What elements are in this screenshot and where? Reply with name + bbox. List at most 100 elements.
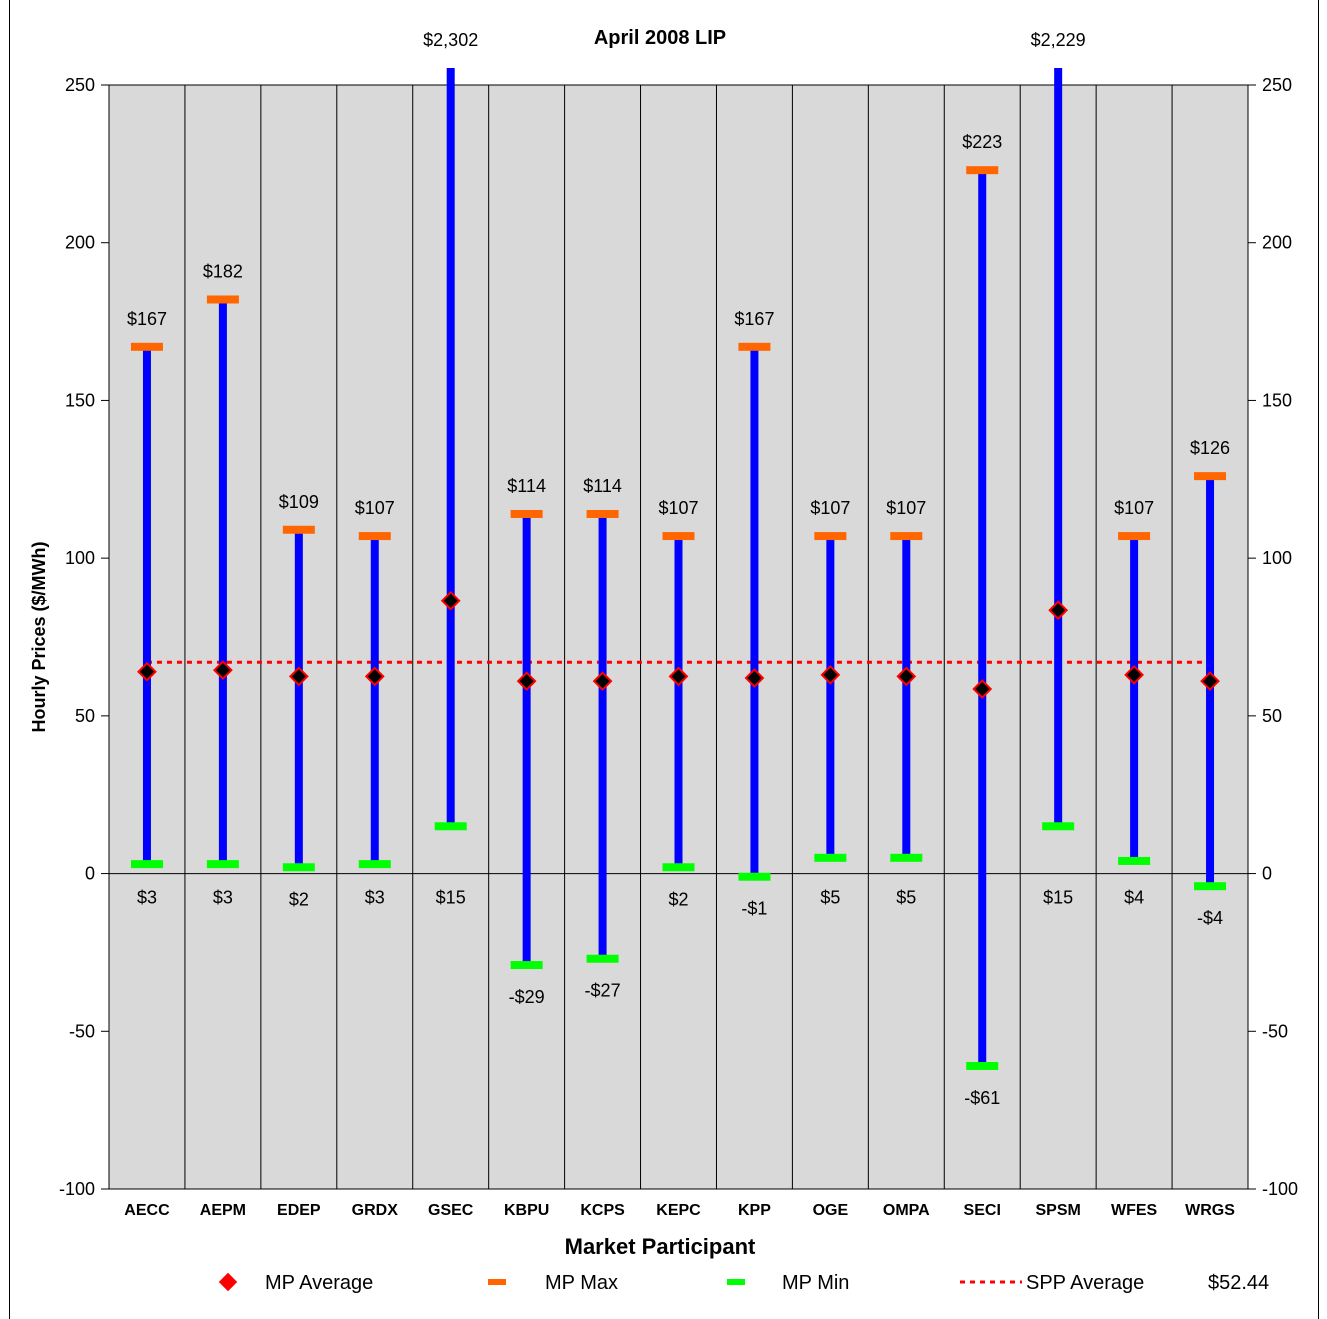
- min-marker: [130, 860, 163, 869]
- min-marker: [586, 954, 619, 963]
- max-marker: [358, 532, 391, 541]
- max-data-label: $2,302: [423, 30, 478, 50]
- max-data-label: $109: [279, 492, 319, 512]
- min-data-label: $5: [896, 888, 916, 908]
- category-label: EDEP: [277, 1202, 321, 1219]
- average-marker: [1200, 671, 1220, 692]
- legend-min-label: MP Min: [782, 1272, 849, 1294]
- category-label: WFES: [1111, 1202, 1158, 1219]
- axes: -100 -100 -50 -50 0 0 50 50 100 100 150 150 200 200 25…: [59, 75, 1298, 1219]
- max-marker: [890, 532, 923, 541]
- chart-frame: [9, 0, 1319, 1319]
- right-tick-label: 200: [1262, 233, 1292, 253]
- max-marker: [206, 295, 239, 304]
- min-marker: [206, 860, 239, 869]
- average-marker: [213, 660, 233, 681]
- average-marker: [972, 679, 993, 699]
- legend-min-marker: [727, 1279, 745, 1285]
- left-tick-label: -50: [69, 1021, 95, 1041]
- legend-spp-average-label: SPP Average: [1026, 1272, 1144, 1294]
- min-marker: [738, 872, 771, 881]
- min-data-label: $15: [1043, 888, 1073, 908]
- max-marker: [662, 532, 695, 541]
- left-tick-label: 250: [65, 75, 95, 95]
- max-data-label: $167: [734, 309, 774, 329]
- left-tick-label: 50: [75, 706, 95, 726]
- legend-max-label: MP Max: [545, 1272, 618, 1294]
- right-tick-label: 50: [1262, 706, 1282, 726]
- left-tick-label: -100: [59, 1179, 95, 1199]
- category-label: SPSM: [1035, 1202, 1080, 1219]
- right-tick-label: 100: [1262, 548, 1292, 568]
- min-data-label: $2: [668, 889, 688, 909]
- min-marker: [1194, 882, 1227, 891]
- min-marker: [434, 822, 467, 831]
- min-data-label: -$61: [964, 1088, 1000, 1108]
- max-data-label: $223: [962, 132, 1002, 152]
- min-marker: [662, 863, 695, 872]
- left-tick-label: 100: [65, 548, 95, 568]
- max-marker: [1118, 532, 1151, 541]
- min-data-label: $15: [436, 888, 466, 908]
- left-tick-label: 0: [85, 864, 95, 884]
- max-data-label: $2,229: [1031, 30, 1086, 50]
- average-marker: [137, 661, 157, 682]
- y-axis-title: Hourly Prices ($/MWh): [29, 541, 49, 732]
- legend: MP Average MP Max MP Min SPP Average: [218, 1272, 1144, 1294]
- min-data-label: $3: [365, 888, 385, 908]
- average-marker: [668, 666, 689, 687]
- min-data-label: $3: [137, 888, 157, 908]
- category-label: KEPC: [656, 1202, 701, 1219]
- category-label: KPP: [738, 1202, 771, 1219]
- right-tick-label: 250: [1262, 75, 1292, 95]
- average-marker: [1048, 600, 1069, 621]
- category-label: OMPA: [883, 1202, 930, 1219]
- max-marker: [966, 166, 999, 175]
- left-tick-label: 150: [65, 390, 95, 410]
- max-data-label: $107: [1114, 498, 1154, 518]
- max-data-label: $126: [1190, 438, 1230, 458]
- category-label: KBPU: [504, 1202, 549, 1219]
- max-data-label: $107: [658, 498, 698, 518]
- min-marker: [282, 863, 315, 872]
- category-label: OGE: [813, 1202, 849, 1219]
- right-tick-label: 0: [1262, 864, 1272, 884]
- max-data-label: $167: [127, 309, 167, 329]
- min-marker: [510, 961, 543, 970]
- max-data-label: $107: [355, 498, 395, 518]
- min-data-label: $3: [213, 888, 233, 908]
- category-label: AEPM: [200, 1202, 246, 1219]
- average-marker: [364, 666, 385, 687]
- min-marker: [814, 853, 847, 862]
- min-marker: [890, 853, 923, 862]
- data-labels: $167 $3 $182 $3 $109 $2 $107 $3 $2,302 $15 $114 -$2…: [127, 30, 1230, 1108]
- category-label: AECC: [124, 1202, 170, 1219]
- average-marker: [592, 671, 613, 692]
- left-tick-label: 200: [65, 233, 95, 253]
- x-axis-title: Market Participant: [565, 1234, 756, 1259]
- min-marker: [1042, 822, 1075, 831]
- min-marker: [358, 860, 391, 869]
- category-label: SECI: [964, 1202, 1001, 1219]
- right-tick-label: 150: [1262, 390, 1292, 410]
- min-data-label: $2: [289, 889, 309, 909]
- legend-max-marker: [488, 1279, 506, 1285]
- legend-average-label: MP Average: [265, 1272, 373, 1294]
- min-data-label: -$27: [585, 981, 621, 1001]
- category-label: GSEC: [428, 1202, 474, 1219]
- max-data-label: $182: [203, 261, 243, 281]
- average-marker: [288, 666, 309, 687]
- range-bars: [130, 68, 1227, 1070]
- side-note: $52.44: [1208, 1272, 1269, 1294]
- max-data-label: $114: [507, 476, 546, 496]
- category-dividers: [184, 85, 1173, 1189]
- average-marker: [744, 668, 765, 688]
- max-marker: [814, 532, 847, 541]
- min-data-label: -$1: [741, 899, 767, 919]
- max-marker: [586, 509, 619, 518]
- category-label: WRGS: [1185, 1202, 1235, 1219]
- average-marker: [896, 666, 917, 687]
- max-marker: [130, 342, 163, 351]
- category-label: GRDX: [352, 1202, 399, 1219]
- legend-average-marker: [218, 1272, 238, 1292]
